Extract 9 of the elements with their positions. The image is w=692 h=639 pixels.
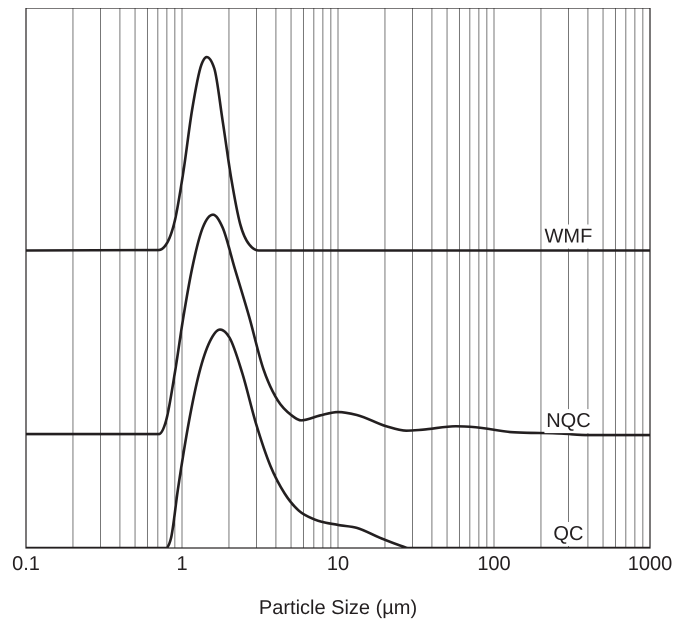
x-axis-title: Particle Size (µm) (258, 597, 418, 619)
series-label: QC (553, 523, 584, 545)
series-label: WMF (544, 226, 592, 248)
x-tick-label: 1 (176, 553, 188, 576)
x-tick-label: 10 (326, 553, 350, 576)
x-tick-label: 100 (477, 553, 511, 576)
x-tick-label: 0.1 (12, 553, 40, 576)
x-tick-label: 1000 (628, 553, 672, 576)
series-label: NQC (546, 410, 591, 432)
